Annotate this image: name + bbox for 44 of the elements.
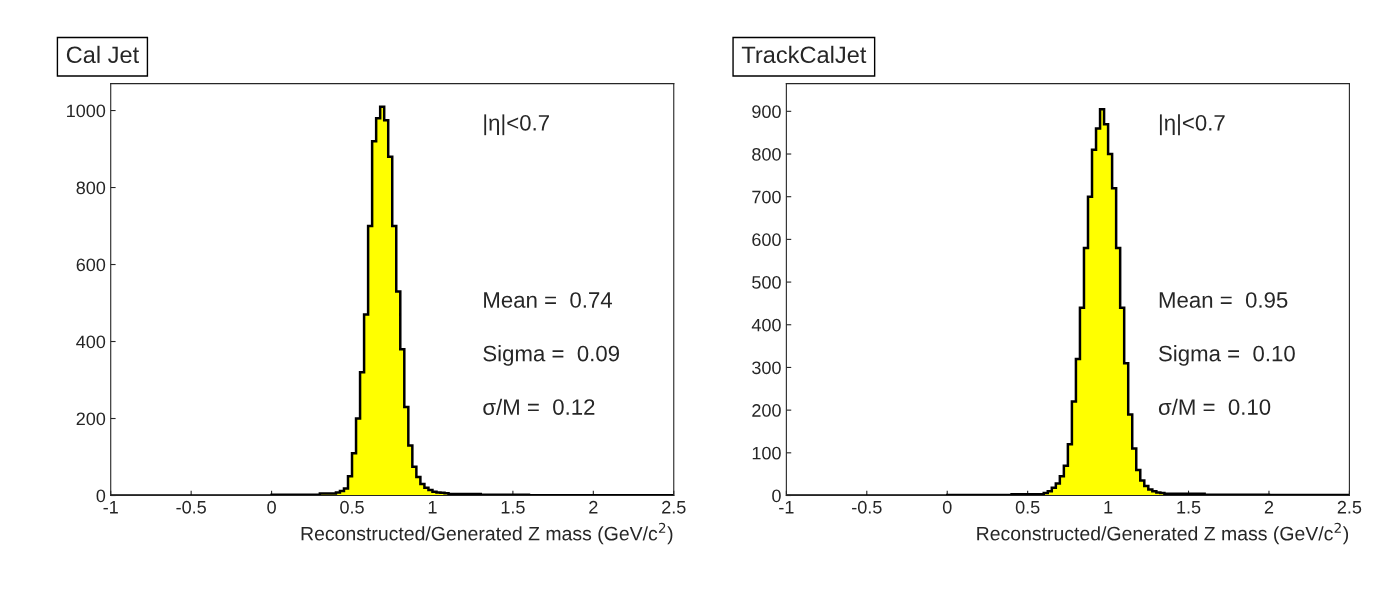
annotation: Mean = 0.95 <box>1159 292 1288 308</box>
y-tick-label: 800 <box>76 181 106 195</box>
annotation: |η|<0.7 <box>484 114 549 136</box>
y-tick-label: 800 <box>752 147 781 161</box>
x-tick-label: 1 <box>428 501 437 514</box>
y-tick-label: 1000 <box>67 104 106 118</box>
x-tick-label: 1.5 <box>501 501 525 514</box>
y-tick-label: 700 <box>752 190 781 204</box>
x-tick-label: 0.5 <box>1015 500 1040 514</box>
chart-title: TrackCalJet <box>741 45 867 64</box>
x-axis-title: Reconstructed/Generated Z mass (GeV/c$^{2}$) <box>301 522 673 545</box>
x-tick-label: 0 <box>267 500 276 514</box>
y-tick-label: 500 <box>752 276 781 289</box>
x-tick-label: -0.5 <box>176 500 206 514</box>
y-tick-label: 400 <box>76 335 106 349</box>
x-axis-title: Reconstructed/Generated Z mass (GeV/c$^{2}$) <box>977 522 1349 545</box>
y-tick-label: 0 <box>96 489 106 503</box>
x-tick-label: 0 <box>942 500 952 514</box>
y-tick-label: 600 <box>76 258 106 272</box>
x-tick-label: -0.5 <box>852 500 882 514</box>
x-tick-label: 1.5 <box>1177 501 1201 514</box>
x-tick-label: 2 <box>589 500 598 514</box>
x-tick-label: 2.5 <box>662 500 686 514</box>
annotation: Sigma = 0.09 <box>483 345 620 366</box>
y-tick-label: 400 <box>751 318 781 332</box>
annotation: σ/M = 0.10 <box>1158 398 1271 415</box>
annotation: Mean = 0.74 <box>484 292 613 308</box>
x-tick-label: 2 <box>1264 500 1274 514</box>
annotation: |η|<0.7 <box>1159 114 1225 136</box>
y-tick-label: 200 <box>76 412 106 426</box>
y-tick-label: 600 <box>752 233 781 247</box>
annotation: σ/M = 0.12 <box>483 398 595 415</box>
y-tick-label: 0 <box>772 489 781 503</box>
y-tick-label: 300 <box>752 361 781 375</box>
x-tick-label: 1 <box>1104 501 1113 514</box>
annotation: Sigma = 0.10 <box>1158 345 1295 366</box>
y-tick-label: 100 <box>752 446 781 460</box>
y-tick-label: 200 <box>752 404 781 417</box>
x-tick-label: -1 <box>103 501 118 514</box>
x-tick-label: -1 <box>779 501 794 514</box>
y-tick-label: 900 <box>752 105 781 119</box>
x-tick-label: 2.5 <box>1337 500 1362 514</box>
x-tick-label: 0.5 <box>340 500 364 514</box>
chart-title: Cal Jet <box>66 45 139 64</box>
